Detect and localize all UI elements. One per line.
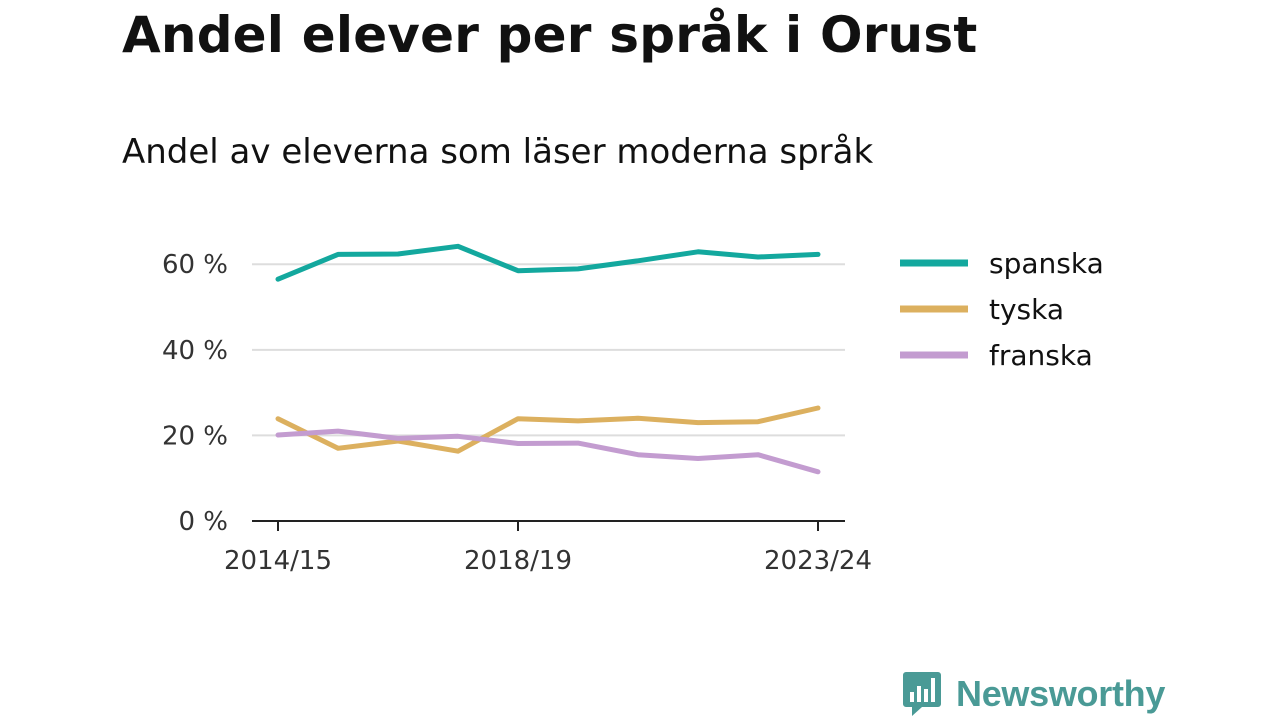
x-axis-ticks: 2014/15 2018/19 2023/24	[224, 521, 872, 576]
legend-label-franska: franska	[989, 339, 1093, 372]
legend-label-tyska: tyska	[989, 293, 1064, 326]
x-tick-label: 2023/24	[764, 546, 872, 576]
series-line-franska	[275, 428, 821, 475]
brand-name: Newsworthy	[956, 673, 1166, 714]
grid-lines	[252, 263, 845, 437]
chart-subtitle: Andel av eleverna som läser moderna språ…	[122, 132, 874, 172]
series-line-tyska	[275, 405, 821, 454]
x-tick-label: 2018/19	[464, 546, 572, 576]
legend: spanska tyska franska	[900, 247, 1104, 372]
y-axis-ticks: 0 % 20 % 40 % 60 %	[162, 250, 228, 537]
chart-title: Andel elever per språk i Orust	[122, 6, 978, 64]
y-tick-label: 0 %	[178, 507, 228, 537]
y-tick-label: 60 %	[162, 250, 228, 280]
y-tick-label: 20 %	[162, 421, 228, 451]
x-tick-label: 2014/15	[224, 546, 332, 576]
bar-chart-speech-bubble-icon	[903, 672, 941, 716]
y-tick-label: 40 %	[162, 336, 228, 366]
legend-label-spanska: spanska	[989, 247, 1104, 280]
newsworthy-logo: Newsworthy	[902, 670, 1165, 718]
series-line-spanska	[275, 243, 821, 282]
series-lines	[275, 243, 821, 475]
